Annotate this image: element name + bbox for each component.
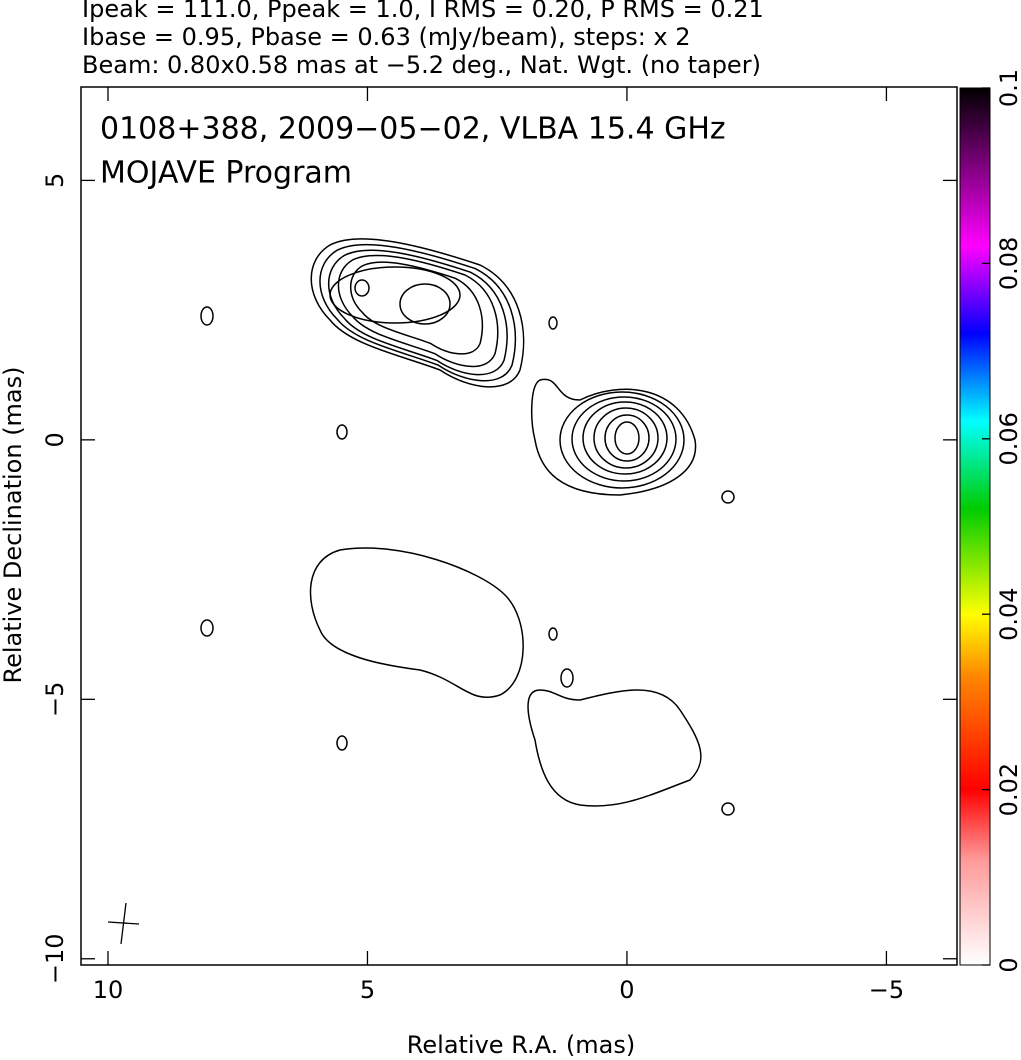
plot-title: 0108+388, 2009−05−02, VLBA 15.4 GHz — [100, 112, 726, 147]
x-tick-label: 0 — [619, 976, 634, 1004]
header-line: Ipeak = 111.0, Ppeak = 1.0, I RMS = 0.20… — [82, 0, 764, 23]
x-tick-label: 10 — [93, 976, 124, 1004]
colorbar-tick-label: 0.06 — [995, 412, 1021, 465]
colorbar — [959, 87, 991, 966]
colorbar-tick-label: 0.1 — [995, 69, 1021, 107]
y-axis-label: Relative Declination (mas) — [0, 366, 27, 683]
colorbar-tick-label: 0.04 — [995, 587, 1021, 640]
y-tick-label: 5 — [41, 173, 69, 188]
colorbar-tick-label: 0.02 — [995, 763, 1021, 816]
plot-subtitle: MOJAVE Program — [100, 156, 352, 191]
colorbar-tick-label: 0.08 — [995, 237, 1021, 290]
plot-frame — [80, 86, 958, 966]
y-tick-label: −5 — [41, 682, 69, 717]
header-line: Beam: 0.80x0.58 mas at −5.2 deg., Nat. W… — [82, 51, 761, 79]
contours — [107, 239, 734, 945]
x-tick-label: 5 — [360, 976, 375, 1004]
colorbar-tick-label: 0 — [995, 957, 1021, 972]
x-axis-label: Relative R.A. (mas) — [407, 1031, 635, 1059]
y-tick-label: 0 — [41, 432, 69, 447]
header-line: Ibase = 0.95, Pbase = 0.63 (mJy/beam), s… — [82, 23, 691, 51]
y-tick-label: −10 — [41, 933, 69, 984]
x-tick-label: −5 — [869, 976, 904, 1004]
